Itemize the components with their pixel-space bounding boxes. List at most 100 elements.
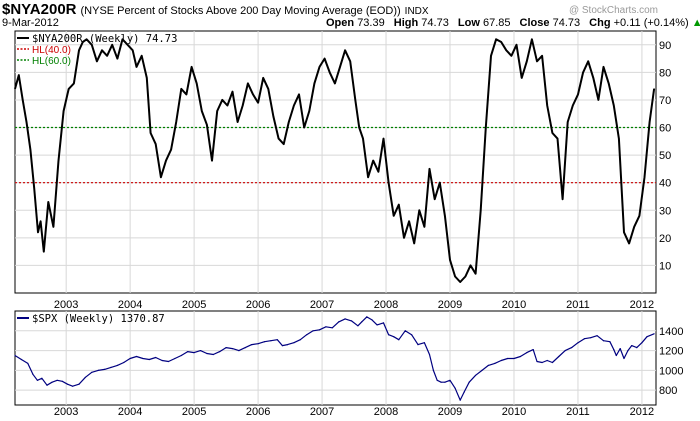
panel2-legend-series: $SPX (Weekly) 1370.87	[32, 313, 165, 325]
panel2-data-point-61	[382, 322, 385, 324]
panel2-data-point-20	[129, 357, 131, 360]
panel2-data-point-19	[123, 361, 125, 364]
panel1-data-point-101	[510, 55, 512, 57]
panel2-data-point-1	[20, 358, 22, 361]
panel2-x-tick-label-2011: 2011	[566, 406, 590, 418]
panel2-data-point-4	[36, 379, 39, 381]
panel1-data-point-87	[439, 182, 441, 184]
panel1-data-point-44	[221, 99, 223, 101]
panel2-data-point-106	[627, 350, 629, 352]
panel2-x-tick-label-2005: 2005	[182, 406, 206, 418]
panel1-data-point-33	[165, 160, 167, 162]
panel2-data-point-23	[148, 358, 150, 361]
panel1-data-point-52	[262, 77, 264, 79]
panel2-data-point-57	[361, 321, 363, 323]
panel1-data-point-93	[469, 264, 472, 266]
panel1-data-point-124	[628, 242, 630, 244]
panel1-data-point-65	[329, 71, 331, 73]
panel1-data-point-121	[613, 104, 615, 107]
panel1-data-point-109	[551, 132, 554, 134]
panel1-data-point-83	[418, 209, 420, 211]
panel1-data-point-11	[57, 160, 60, 162]
exchange-label: INDX	[404, 6, 429, 17]
panel2-data-point-29	[187, 351, 189, 353]
panel2-data-point-3	[32, 373, 34, 375]
symbol-title: $NYA200R	[2, 1, 77, 18]
panel1-data-point-25	[127, 44, 129, 46]
panel1-data-point-22	[111, 44, 113, 46]
panel2-data-point-63	[393, 336, 395, 338]
panel2-data-point-16	[104, 368, 106, 370]
panel2-data-point-55	[350, 320, 353, 322]
panel1-data-point-7	[40, 220, 42, 222]
panel1-data-point-3	[25, 121, 28, 123]
panel1-data-point-103	[521, 77, 523, 79]
panel1-y-tick-label-80: 80	[659, 67, 671, 79]
panel1-data-point-113	[572, 104, 574, 107]
panel2-data-point-73	[444, 381, 446, 383]
panel1-data-point-21	[106, 55, 108, 57]
panel1-data-point-71	[358, 126, 360, 129]
panel1-data-point-12	[63, 110, 65, 112]
panel1-data-point-23	[116, 58, 118, 60]
panel2-data-point-104	[619, 348, 621, 350]
panel1-data-point-96	[485, 126, 487, 129]
panel2-data-point-89	[536, 360, 538, 363]
panel1-data-point-116	[587, 60, 589, 62]
panel2-data-point-11	[72, 385, 74, 387]
panel1-data-point-43	[216, 110, 218, 112]
panel2-data-point-80	[481, 369, 483, 371]
panel2-data-point-67	[417, 344, 419, 346]
panel2-x-tick-label-2004: 2004	[118, 406, 142, 418]
panel1-y-tick-label-90: 90	[659, 40, 671, 52]
panel2-data-point-66	[411, 334, 413, 336]
panel2-data-point-39	[251, 344, 253, 346]
ohlc-readout: Open 73.39 High 74.73 Low 67.85 Close 74…	[326, 17, 700, 29]
panel2-data-point-12	[78, 383, 80, 385]
panel1-data-point-18	[91, 44, 93, 46]
panel2-data-point-36	[231, 348, 234, 350]
panel1-data-point-19	[96, 60, 98, 62]
chart-date: 9-Mar-2012	[2, 17, 59, 29]
panel2-data-point-59	[371, 319, 373, 321]
panel1-data-point-57	[288, 121, 290, 123]
panel2-data-point-25	[161, 359, 163, 362]
panel1-x-tick-label-2004: 2004	[118, 299, 142, 311]
panel2-data-point-8	[56, 379, 58, 381]
panel1-data-point-122	[618, 138, 620, 140]
panel1-data-point-78	[393, 215, 395, 217]
panel1-legend-hline-2: HL(60.0)	[32, 56, 71, 67]
panel2-data-point-94	[564, 350, 566, 352]
panel1-data-point-4	[29, 149, 31, 151]
panel1-data-point-79	[398, 204, 400, 206]
panel1-data-point-13	[68, 88, 70, 90]
panel1-data-point-90	[454, 275, 456, 278]
chg-value: +0.11 (+0.14%)	[613, 17, 689, 29]
panel1-data-point-31	[155, 143, 157, 145]
panel1-data-point-17	[86, 38, 88, 40]
panel1-x-tick-label-2011: 2011	[566, 299, 590, 311]
panel2-data-point-68	[423, 342, 425, 344]
panel1-data-point-64	[324, 58, 326, 60]
panel1-data-point-74	[372, 160, 374, 162]
high-label: High	[393, 17, 419, 29]
panel1-y-tick-label-40: 40	[659, 178, 671, 190]
panel2-data-point-6	[46, 384, 48, 386]
panel2-data-point-14	[91, 371, 93, 373]
panel2-data-point-81	[487, 364, 489, 366]
panel2-data-point-46	[293, 342, 295, 344]
panel1-data-point-41	[206, 124, 208, 126]
panel1-x-tick-label-2010: 2010	[502, 299, 526, 311]
panel2-data-point-88	[532, 349, 534, 351]
panel1-data-point-56	[283, 143, 285, 145]
panel2-data-point-53	[338, 321, 340, 323]
panel2-data-point-97	[583, 338, 586, 340]
panel1-data-point-66	[334, 82, 336, 84]
panel1-data-point-75	[377, 171, 379, 173]
panel2-data-point-103	[615, 354, 617, 357]
panel2-data-point-62	[388, 334, 390, 336]
panel1-x-tick-label-2012: 2012	[630, 299, 654, 311]
panel1-data-point-110	[556, 138, 559, 140]
panel1-data-point-63	[318, 66, 321, 68]
panel1-data-point-26	[132, 49, 134, 51]
